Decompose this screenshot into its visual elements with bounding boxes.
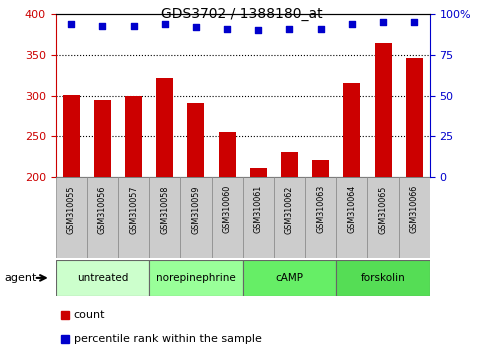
- Bar: [180, 177, 212, 258]
- Text: untreated: untreated: [77, 273, 128, 283]
- Text: GSM310056: GSM310056: [98, 185, 107, 234]
- Point: [161, 21, 169, 27]
- Text: GSM310059: GSM310059: [191, 185, 200, 234]
- Text: GSM310058: GSM310058: [160, 185, 169, 234]
- Point: [285, 26, 293, 32]
- Bar: [336, 260, 430, 296]
- Text: norepinephrine: norepinephrine: [156, 273, 236, 283]
- Point: [67, 21, 75, 27]
- Bar: [212, 177, 242, 258]
- Bar: [336, 177, 368, 258]
- Bar: [87, 177, 118, 258]
- Bar: [118, 177, 149, 258]
- Point: [255, 28, 262, 33]
- Text: GSM310064: GSM310064: [347, 185, 356, 233]
- Text: cAMP: cAMP: [275, 273, 303, 283]
- Text: GSM310057: GSM310057: [129, 185, 138, 234]
- Text: GSM310055: GSM310055: [67, 185, 76, 234]
- Bar: [305, 177, 336, 258]
- Bar: [60, 335, 69, 343]
- Text: forskolin: forskolin: [361, 273, 405, 283]
- Bar: [242, 260, 336, 296]
- Bar: [218, 132, 236, 177]
- Point: [317, 26, 325, 32]
- Text: GSM310062: GSM310062: [285, 185, 294, 234]
- Bar: [56, 177, 87, 258]
- Bar: [149, 260, 242, 296]
- Bar: [60, 310, 69, 319]
- Bar: [125, 96, 142, 177]
- Text: GSM310065: GSM310065: [379, 185, 387, 234]
- Bar: [149, 177, 180, 258]
- Bar: [343, 84, 360, 177]
- Bar: [406, 58, 423, 177]
- Text: GSM310063: GSM310063: [316, 185, 325, 233]
- Bar: [281, 152, 298, 177]
- Text: GSM310061: GSM310061: [254, 185, 263, 233]
- Point: [99, 23, 106, 28]
- Bar: [242, 177, 274, 258]
- Bar: [398, 177, 430, 258]
- Bar: [374, 44, 392, 177]
- Text: agent: agent: [5, 273, 37, 283]
- Point: [379, 19, 387, 25]
- Point: [411, 19, 418, 25]
- Text: count: count: [73, 310, 105, 320]
- Bar: [368, 177, 398, 258]
- Bar: [187, 103, 204, 177]
- Point: [192, 24, 200, 30]
- Point: [223, 26, 231, 32]
- Bar: [312, 160, 329, 177]
- Bar: [63, 95, 80, 177]
- Bar: [250, 168, 267, 177]
- Bar: [56, 260, 149, 296]
- Bar: [274, 177, 305, 258]
- Point: [348, 21, 356, 27]
- Bar: [94, 101, 111, 177]
- Bar: [156, 78, 173, 177]
- Text: GSM310060: GSM310060: [223, 185, 232, 233]
- Text: GSM310066: GSM310066: [410, 185, 419, 233]
- Text: GDS3702 / 1388180_at: GDS3702 / 1388180_at: [161, 7, 322, 21]
- Point: [129, 23, 137, 28]
- Text: percentile rank within the sample: percentile rank within the sample: [73, 335, 261, 344]
